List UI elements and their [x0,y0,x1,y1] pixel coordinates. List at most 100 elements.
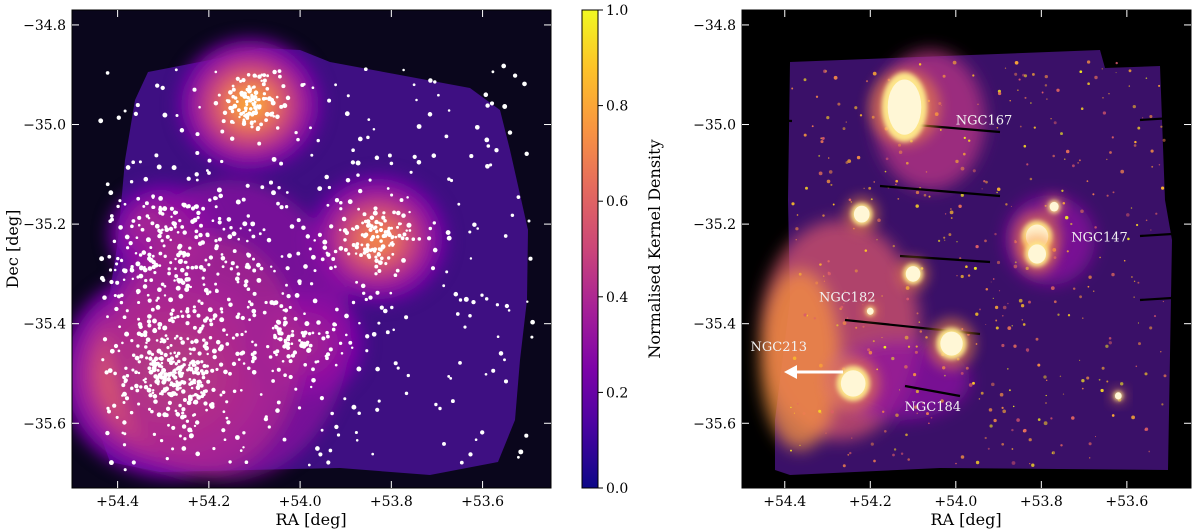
galaxy-point [204,369,209,375]
star [1158,164,1161,166]
galaxy-point [348,340,353,345]
galaxy-point [222,110,228,116]
galaxy-point [372,226,376,230]
star [1086,60,1091,64]
galaxy-point [146,293,150,297]
star [998,290,1001,292]
galaxy-point [239,449,243,452]
galaxy-point [358,188,363,194]
galaxy-point [355,242,360,246]
galaxy-point [149,384,153,387]
colorbar-tick-label: 0.2 [606,385,628,401]
galaxy-point [365,334,370,339]
galaxy-point [315,446,320,451]
galaxy-point [186,314,191,319]
star [830,183,833,186]
galaxy-point [447,374,451,378]
star [1087,82,1090,86]
galaxy-point [252,95,258,100]
galaxy-point [173,337,177,340]
galaxy-point [290,342,294,345]
star [1066,250,1069,253]
galaxy-point [390,305,394,310]
star [803,133,807,137]
galaxy-point [121,341,124,345]
star [1135,365,1138,368]
galaxy-point [177,381,182,387]
star [956,275,958,277]
galaxy-point [305,234,311,239]
galaxy-point [217,216,222,221]
galaxy-point [272,114,276,118]
galaxy-point [183,253,187,257]
galaxy-point [147,314,152,319]
galaxy-point [357,411,361,416]
galaxy-point [275,408,280,413]
galaxy-point [266,237,272,243]
galaxy-point [463,296,469,302]
galaxy-point [297,406,302,410]
star [820,412,822,414]
galaxy-point [119,293,124,298]
galaxy-point [239,92,245,97]
galaxy-point [119,300,124,305]
star [1082,317,1084,319]
galaxy-point [180,340,185,345]
star [1001,343,1005,348]
galaxy-point [202,364,207,369]
annotation-ngc184: NGC184 [904,400,961,415]
galaxy-point [197,299,201,303]
chip-gap [904,384,961,398]
galaxy-point [354,245,359,250]
galaxy-point [193,399,199,405]
galaxy-point [303,330,308,336]
galaxy-point [142,267,148,273]
galaxy-point [196,386,200,390]
galaxy-point [239,351,244,356]
galaxy-point [304,321,310,327]
star [873,181,875,183]
star [1130,207,1133,209]
star [960,274,964,279]
bright-galaxy [844,196,879,233]
galaxy-point [186,337,190,341]
galaxy-point [137,300,141,305]
galaxy-point [220,129,225,134]
galaxy-point [185,419,190,423]
galaxy-point [405,229,408,232]
diffuse-light [760,270,840,450]
star [1123,259,1126,262]
galaxy-point [106,315,109,319]
star [1088,275,1092,279]
star [821,140,824,142]
galaxy-point [494,148,499,153]
star [1026,163,1029,166]
star [1142,117,1144,119]
galaxy-point [216,187,222,193]
galaxy-point [201,375,206,380]
galaxy-point [377,247,382,251]
galaxy-point [445,270,449,274]
galaxy-point [208,255,214,260]
galaxy-point [275,126,280,130]
galaxy-point [275,353,278,357]
galaxy-point [147,323,152,328]
galaxy-point [214,239,218,243]
galaxy-point [196,395,202,400]
galaxy-point [109,279,114,285]
bright-galaxy [826,355,880,412]
galaxy-point [208,318,213,323]
galaxy-point [338,341,343,345]
star [797,403,799,405]
star [1053,121,1057,125]
galaxy-point [192,305,196,309]
star [1111,272,1115,277]
star [1057,313,1060,316]
galaxy-point [232,249,237,254]
galaxy-point [214,70,218,74]
galaxy-point [489,101,495,106]
star [1148,450,1151,453]
galaxy-point [301,344,307,349]
galaxy-point [426,236,432,241]
galaxy-point [486,144,491,148]
